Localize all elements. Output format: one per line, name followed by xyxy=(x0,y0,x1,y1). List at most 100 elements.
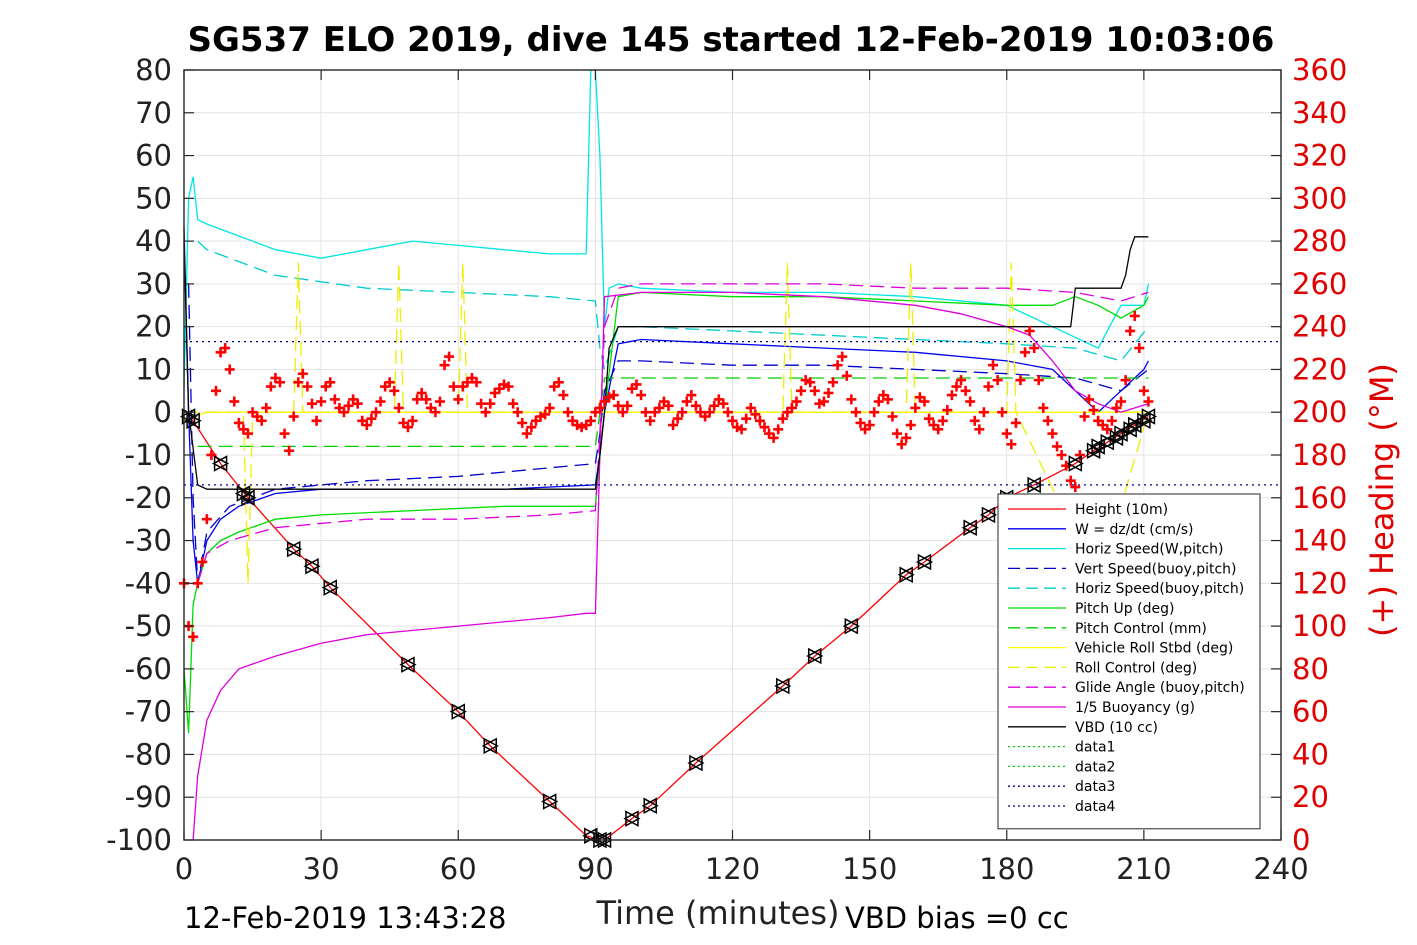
heading-point xyxy=(855,417,866,428)
legend: Height (10m) W = dz/dt (cm/s) Horiz Speed(… xyxy=(997,493,1261,830)
heading-point xyxy=(846,394,857,405)
heading-point xyxy=(1015,375,1026,386)
heading-point xyxy=(329,394,340,405)
depth-marker xyxy=(1098,433,1116,451)
depth-marker xyxy=(1089,438,1107,455)
legend-label: Glide Angle (buoy,pitch) xyxy=(1075,680,1245,696)
heading-point xyxy=(805,377,816,388)
heading-point xyxy=(297,368,308,379)
heading-point xyxy=(540,409,551,420)
heading-point xyxy=(476,398,487,409)
heading-point xyxy=(640,407,651,418)
heading-point xyxy=(261,402,272,413)
heading-point xyxy=(1129,310,1140,321)
y-tick-label: 80 xyxy=(135,53,172,87)
depth-marker xyxy=(211,455,230,472)
plot-area xyxy=(179,69,1281,849)
heading-point xyxy=(1102,424,1113,435)
heading-point xyxy=(197,556,208,567)
x-tick-label: 180 xyxy=(979,852,1034,886)
heading-point xyxy=(937,415,948,426)
heading-point xyxy=(508,398,519,409)
y-tick-label: 10 xyxy=(135,352,172,386)
y-right-tick-label: 60 xyxy=(1292,695,1329,729)
x-tick-label: 210 xyxy=(1116,852,1171,886)
heading-point xyxy=(526,422,537,433)
heading-point xyxy=(617,407,628,418)
heading-point xyxy=(768,432,779,443)
y-tick-label: 0 xyxy=(154,395,172,429)
heading-point xyxy=(992,375,1003,386)
y-tick-label: -20 xyxy=(125,481,172,515)
depth-marker xyxy=(687,754,705,772)
heading-point xyxy=(325,377,336,388)
heading-point xyxy=(233,417,244,428)
legend-label: Horiz Speed(buoy,pitch) xyxy=(1075,581,1244,597)
heading-point xyxy=(503,381,514,392)
y-axis-right: 3603403203002802602402202001801601401201… xyxy=(1271,53,1347,857)
heading-point xyxy=(384,377,395,388)
heading-point xyxy=(690,400,701,411)
heading-point xyxy=(896,439,907,450)
y-tick-label: 50 xyxy=(135,181,172,215)
heading-point xyxy=(229,396,240,407)
x-tick-label: 60 xyxy=(440,852,477,886)
depth-marker xyxy=(1126,416,1144,434)
heading-point xyxy=(997,407,1008,418)
heading-point xyxy=(823,387,834,398)
heading-point xyxy=(558,390,569,401)
heading-point xyxy=(608,390,619,401)
heading-point xyxy=(636,390,647,401)
y-right-tick-label: 280 xyxy=(1292,224,1347,258)
series-line-glide-angle-buoy-pitch xyxy=(197,283,1149,584)
heading-point xyxy=(1070,482,1081,493)
heading-point xyxy=(668,420,679,431)
heading-point xyxy=(1111,402,1122,413)
y-tick-label: 30 xyxy=(135,267,172,301)
heading-point xyxy=(256,415,267,426)
heading-point xyxy=(192,578,203,589)
series-line-horiz-speed-buoy-pitch xyxy=(197,240,1149,372)
heading-point xyxy=(402,422,413,433)
heading-point xyxy=(188,631,199,642)
heading-point xyxy=(631,379,642,390)
legend-label: VBD (10 cc) xyxy=(1075,720,1158,736)
legend-box xyxy=(997,493,1261,830)
y-right-tick-label: 160 xyxy=(1292,481,1347,515)
heading-point xyxy=(1029,343,1040,354)
y-tick-label: -40 xyxy=(125,566,172,600)
y-tick-label: 20 xyxy=(135,310,172,344)
heading-point xyxy=(444,351,455,362)
x-axis-label: Time (minutes) xyxy=(596,894,840,932)
heading-point xyxy=(1084,394,1095,405)
heading-point xyxy=(622,400,633,411)
y-right-tick-label: 360 xyxy=(1292,53,1347,87)
heading-point xyxy=(242,428,253,439)
x-axis: 0 30 60 90 120 150 180 210 240 xyxy=(175,70,1309,886)
heading-point xyxy=(796,385,807,396)
heading-point xyxy=(1020,347,1031,358)
heading-point xyxy=(306,398,317,409)
heading-point xyxy=(439,360,450,371)
series-line-1-5-buoyancy-g xyxy=(192,291,1149,841)
heading-point xyxy=(974,424,985,435)
heading-point xyxy=(718,398,729,409)
heading-point xyxy=(905,420,916,431)
legend-label: data1 xyxy=(1075,740,1115,756)
heading-point xyxy=(206,450,217,460)
heading-point xyxy=(1042,415,1053,426)
y-tick-label: -70 xyxy=(125,695,172,729)
heading-point xyxy=(480,407,491,418)
heading-point xyxy=(585,415,596,426)
y-tick-label: 40 xyxy=(135,224,172,258)
heading-point xyxy=(316,396,327,407)
footer-vbd-bias: VBD bias =0 cc xyxy=(845,901,1069,935)
heading-point xyxy=(988,360,999,371)
heading-point xyxy=(745,402,756,413)
heading-point xyxy=(722,407,733,418)
heading-point xyxy=(663,400,674,411)
heading-point xyxy=(672,413,683,424)
heading-point xyxy=(1006,439,1017,450)
heading-point xyxy=(1001,428,1012,439)
heading-point xyxy=(956,375,967,386)
